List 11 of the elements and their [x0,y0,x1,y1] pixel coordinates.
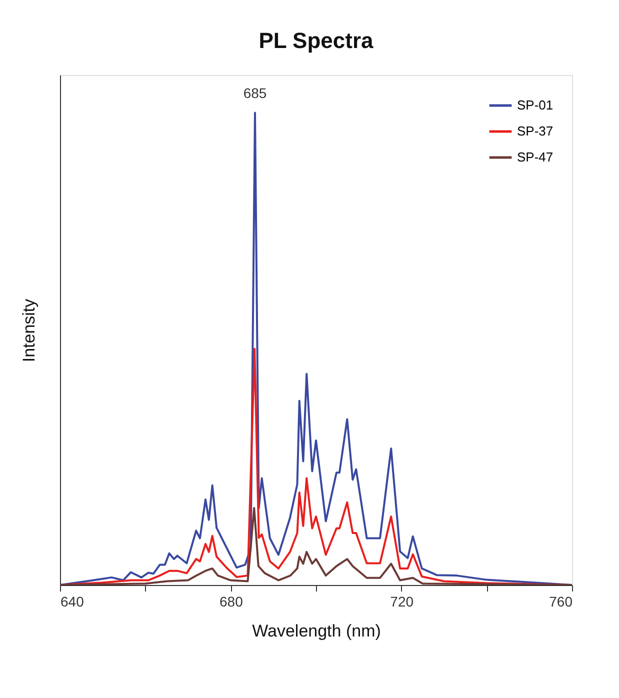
chart-title: PL Spectra [258,28,374,53]
legend-label: SP-47 [517,150,554,164]
x-tick-label: 680 [219,594,244,610]
y-axis-title: Intensity [20,298,38,362]
x-tick-label: 720 [390,594,414,610]
x-tick-label: 640 [60,594,84,610]
x-axis-title: Wavelength (nm) [252,622,381,640]
annotation: 685 [243,84,267,101]
x-tick-label: 760 [549,594,573,610]
legend-label: SP-01 [517,98,554,112]
legend-label: SP-37 [517,124,554,138]
